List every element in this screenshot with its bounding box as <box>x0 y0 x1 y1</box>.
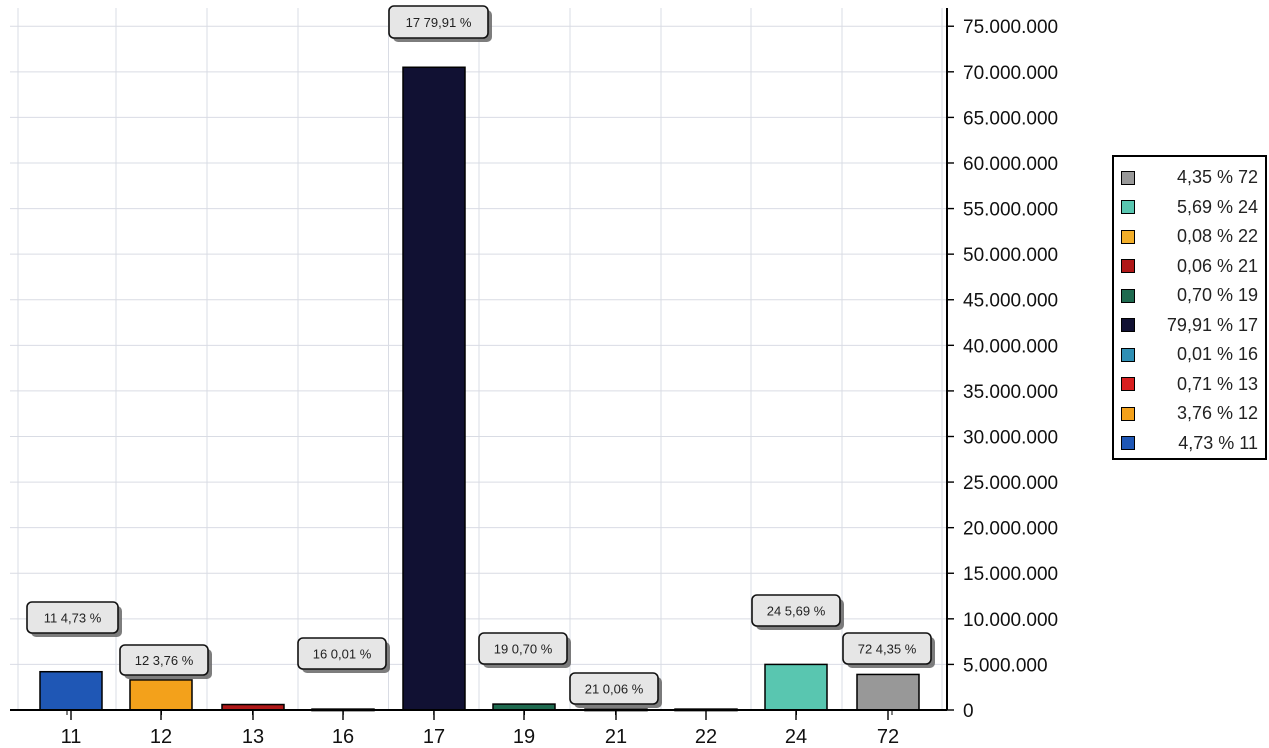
legend-item: 0,08 % 22 <box>1121 222 1258 252</box>
legend-label: 5,69 % 24 <box>1176 196 1258 217</box>
data-label: 16 0,01 % <box>313 647 372 662</box>
legend-label: 0,71 % 13 <box>1176 373 1258 394</box>
y-tick-label: 35.000.000 <box>963 382 1058 403</box>
legend-label: 0,01 % 16 <box>1176 344 1258 365</box>
legend-item: 4,35 % 72 <box>1121 163 1258 193</box>
bar-12 <box>129 679 193 711</box>
data-label: 21 0,06 % <box>585 682 644 697</box>
legend-item: 4,73 % 11 <box>1121 429 1258 459</box>
data-label: 11 4,73 % <box>44 611 102 626</box>
y-tick-label: 70.000.000 <box>963 63 1058 84</box>
legend-item: 5,69 % 24 <box>1121 193 1258 223</box>
legend-item: 0,71 % 13 <box>1121 370 1258 400</box>
data-label-box <box>751 594 841 627</box>
legend-item: 3,76 % 12 <box>1121 399 1258 429</box>
y-tick-label: 50.000.000 <box>963 245 1058 266</box>
data-label-box <box>119 644 209 676</box>
y-tick-label: 30.000.000 <box>963 427 1058 448</box>
legend-label: 0,08 % 22 <box>1176 226 1258 247</box>
y-tick-label: 15.000.000 <box>963 564 1058 585</box>
legend-swatch <box>1121 288 1135 303</box>
y-tick-label: 75.000.000 <box>963 17 1058 38</box>
data-label-box <box>842 632 932 665</box>
legend-swatch <box>1121 347 1135 362</box>
legend-swatch <box>1121 377 1135 392</box>
legend-label: 0,70 % 19 <box>1176 285 1258 306</box>
x-tick-label: 72 <box>877 726 899 748</box>
legend-item: 0,01 % 16 <box>1121 340 1258 370</box>
legend-label: 79,91 % 17 <box>1166 314 1258 335</box>
y-tick-label: 25.000.000 <box>963 473 1058 494</box>
legend-swatch <box>1121 229 1135 244</box>
y-tick-label: 55.000.000 <box>963 200 1058 221</box>
legend-item: 79,91 % 17 <box>1121 311 1258 341</box>
axis-layer: 0 5.000.000 10.000.000 15.000.000 20.000.000… <box>10 8 1058 748</box>
data-label: 24 5,69 % <box>767 604 826 619</box>
data-labels-layer: 11 4,73 % 12 3,76 % 16 0,01 % 17 79,91 % 19 … <box>26 5 935 708</box>
legend-swatch <box>1121 200 1135 215</box>
x-tick-label: 12 <box>150 726 172 748</box>
legend-item: 0,06 % 21 <box>1121 252 1258 282</box>
legend-swatch <box>1121 406 1135 421</box>
data-label: 72 4,35 % <box>858 642 917 657</box>
legend: 4,35 % 72 5,69 % 24 0,08 % 22 0,06 % 21 0,70… <box>1112 155 1267 460</box>
data-label-box <box>478 632 568 665</box>
y-tick-label: 65.000.000 <box>963 108 1058 129</box>
data-label-box <box>569 672 659 705</box>
data-label: 19 0,70 % <box>494 642 553 657</box>
legend-swatch <box>1121 170 1135 185</box>
legend-item: 0,70 % 19 <box>1121 281 1258 311</box>
legend-swatch <box>1121 436 1135 451</box>
y-tick-label: 10.000.000 <box>963 610 1058 631</box>
data-label: 12 3,76 % <box>135 653 194 668</box>
legend-label: 0,06 % 21 <box>1176 255 1258 276</box>
y-tick-label: 45.000.000 <box>963 291 1058 312</box>
bar-24 <box>764 663 828 711</box>
legend-label: 4,73 % 11 <box>1178 432 1258 453</box>
legend-swatch <box>1121 318 1135 333</box>
data-label-box <box>388 5 489 39</box>
x-tick-label: 21 <box>605 726 627 748</box>
y-tick-label: 40.000.000 <box>963 336 1058 357</box>
data-label: 17 79,91 % <box>406 15 472 30</box>
x-tick-label: 11 <box>61 726 82 748</box>
x-tick-label: 22 <box>695 726 717 748</box>
y-tick-label: 60.000.000 <box>963 154 1058 175</box>
y-tick-label: 0 <box>963 701 974 722</box>
y-tick-label: 5.000.000 <box>963 655 1048 676</box>
bar-17 <box>402 66 466 711</box>
grid-layer <box>10 8 947 711</box>
x-tick-label: 17 <box>423 726 445 748</box>
x-tick-label: 19 <box>513 726 535 748</box>
x-tick-label: 13 <box>242 726 264 748</box>
x-tick-label: 24 <box>785 726 807 748</box>
bar-11 <box>39 670 103 711</box>
y-tick-label: 20.000.000 <box>963 519 1058 540</box>
x-tick-label: 16 <box>332 726 354 748</box>
legend-label: 4,35 % 72 <box>1176 167 1258 188</box>
data-label-box <box>297 637 387 670</box>
bar-72 <box>856 673 920 711</box>
data-label-box <box>26 601 119 634</box>
legend-label: 3,76 % 12 <box>1176 403 1258 424</box>
legend-swatch <box>1121 259 1135 274</box>
bars-layer <box>39 66 920 712</box>
